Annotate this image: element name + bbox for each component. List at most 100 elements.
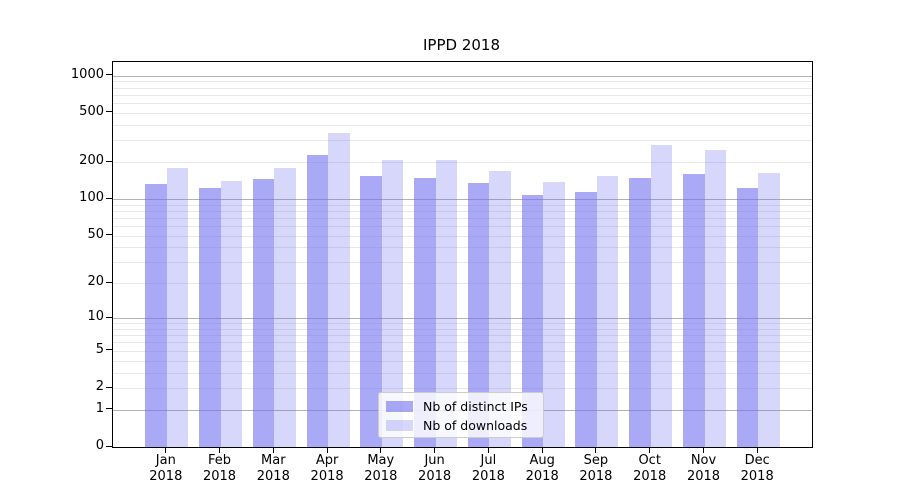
x-tick-mark — [703, 447, 704, 453]
x-tick-mark — [380, 447, 382, 453]
gridline-minor — [113, 323, 812, 325]
y-tick-label: 20 — [87, 274, 104, 290]
x-tick-mark — [487, 447, 489, 453]
gridline-minor — [113, 140, 812, 142]
gridline-minor — [113, 350, 812, 352]
x-tick-label: Aug 2018 — [525, 453, 559, 484]
y-tick-label: 500 — [79, 103, 104, 119]
x-tick-label: Nov 2018 — [686, 453, 721, 484]
y-tick-label: 1000 — [70, 66, 104, 82]
bar-nb-of-distinct-ips-feb-2018 — [199, 187, 221, 447]
x-tick-label: Feb 2018 — [202, 453, 237, 484]
bar-nb-of-distinct-ips-apr-2018 — [306, 154, 329, 447]
y-tick-mark — [106, 386, 112, 388]
legend-swatch-nb-of-downloads — [386, 420, 413, 431]
bar-nb-of-downloads-oct-2018 — [650, 144, 673, 447]
gridline-minor — [113, 217, 812, 219]
gridline-minor — [113, 87, 812, 89]
y-tick-label: 0 — [95, 438, 104, 453]
bar-nb-of-downloads-jan-2018 — [166, 167, 189, 447]
y-tick-mark — [106, 408, 112, 410]
x-tick-mark — [541, 447, 543, 453]
x-tick-mark — [219, 447, 220, 453]
gridline-minor — [113, 162, 812, 163]
gridline-major — [113, 318, 812, 320]
bar-nb-of-downloads-dec-2018 — [758, 172, 780, 447]
x-tick-label: May 2018 — [364, 453, 398, 484]
x-tick-label: Dec 2018 — [740, 453, 774, 484]
x-tick-mark — [272, 447, 274, 453]
y-tick-label: 100 — [79, 190, 104, 205]
bar-nb-of-distinct-ips-jan-2018 — [145, 183, 167, 447]
gridline-minor — [113, 81, 812, 83]
y-tick-label: 2 — [95, 379, 104, 394]
gridline-minor — [113, 335, 812, 337]
gridline-minor — [113, 226, 812, 228]
y-tick-label: 10 — [87, 309, 104, 325]
y-tick-mark — [106, 316, 112, 318]
y-tick-label: 50 — [87, 226, 104, 242]
legend-label: Nb of downloads — [423, 418, 528, 433]
gridline-minor — [113, 210, 812, 212]
bar-nb-of-distinct-ips-may-2018 — [360, 175, 382, 447]
gridline-major — [113, 199, 812, 200]
gridline-minor — [113, 112, 812, 114]
y-tick-mark — [106, 234, 112, 236]
gridline-minor — [113, 247, 812, 249]
bar-nb-of-distinct-ips-oct-2018 — [629, 178, 651, 447]
x-tick-label: Apr 2018 — [310, 453, 344, 484]
gridline-major — [113, 75, 812, 77]
gridline-minor — [113, 204, 812, 206]
x-tick-label: Jan 2018 — [149, 453, 183, 484]
chart-title: IPPD 2018 — [422, 36, 500, 54]
bar-nb-of-distinct-ips-nov-2018 — [683, 173, 705, 447]
x-tick-mark — [756, 447, 758, 453]
bar-nb-of-downloads-feb-2018 — [220, 180, 242, 447]
x-tick-label: Jul 2018 — [471, 453, 505, 484]
bar-nb-of-downloads-sep-2018 — [596, 175, 619, 447]
bar-nb-of-downloads-aug-2018 — [543, 181, 565, 447]
x-tick-label: Jun 2018 — [418, 453, 452, 484]
bar-nb-of-downloads-apr-2018 — [328, 133, 350, 447]
plot-area — [112, 61, 813, 448]
gridline-minor — [113, 103, 812, 105]
gridline-minor — [113, 283, 812, 285]
x-tick-label: Sep 2018 — [579, 453, 613, 484]
x-tick-mark — [595, 447, 597, 453]
bar-nb-of-downloads-jul-2018 — [489, 170, 511, 447]
gridline-minor — [113, 94, 812, 96]
legend-swatch-nb-of-distinct-ips — [386, 401, 413, 412]
bar-nb-of-downloads-nov-2018 — [704, 149, 726, 447]
bar-nb-of-distinct-ips-jul-2018 — [467, 183, 490, 447]
gridline-minor — [113, 342, 812, 344]
x-tick-label: Oct 2018 — [633, 453, 667, 484]
bar-nb-of-distinct-ips-jun-2018 — [414, 178, 436, 447]
bar-nb-of-downloads-jun-2018 — [435, 160, 458, 447]
bar-nb-of-distinct-ips-aug-2018 — [521, 194, 544, 447]
y-tick-mark — [106, 111, 112, 113]
y-tick-mark — [106, 349, 112, 351]
y-tick-mark — [106, 281, 112, 283]
gridline-minor — [113, 235, 812, 237]
gridline-minor — [113, 372, 812, 374]
y-tick-label: 200 — [79, 153, 104, 168]
y-tick-mark — [106, 74, 112, 76]
x-tick-mark — [165, 447, 167, 453]
bar-nb-of-distinct-ips-mar-2018 — [252, 179, 275, 447]
gridline-minor — [113, 388, 812, 389]
gridline-minor — [113, 124, 812, 126]
bar-nb-of-distinct-ips-dec-2018 — [736, 188, 759, 447]
y-tick-mark — [106, 445, 112, 447]
legend-item: Nb of distinct IPs — [386, 397, 543, 416]
legend-label: Nb of distinct IPs — [423, 399, 528, 414]
y-tick-mark — [106, 160, 112, 162]
y-tick-label: 5 — [95, 341, 104, 357]
bar-nb-of-distinct-ips-sep-2018 — [575, 191, 597, 447]
gridline-minor — [113, 328, 812, 330]
x-tick-mark — [326, 447, 328, 453]
gridline-minor — [113, 360, 812, 362]
legend: Nb of distinct IPs Nb of downloads — [378, 392, 544, 438]
bar-nb-of-downloads-mar-2018 — [274, 167, 296, 447]
x-tick-mark — [434, 447, 436, 453]
